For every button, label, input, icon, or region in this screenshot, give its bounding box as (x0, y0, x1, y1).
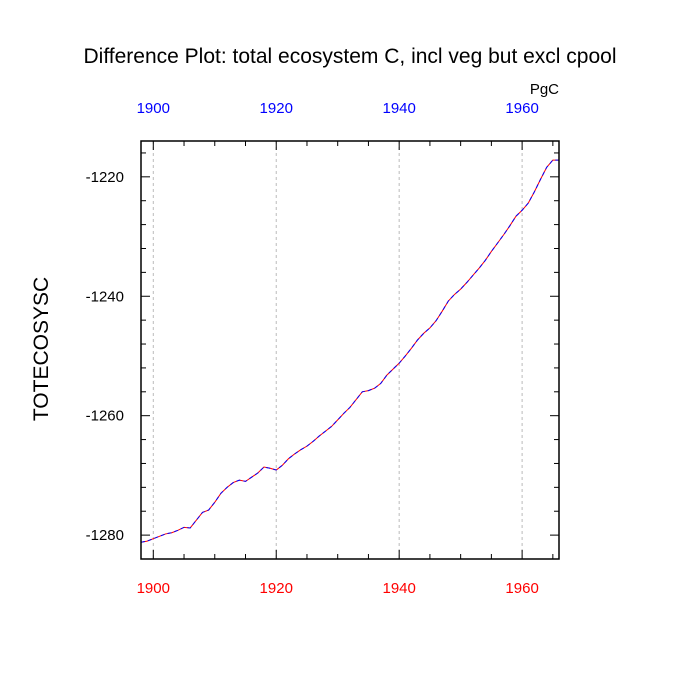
x-tick-label-top-1900: 1900 (137, 100, 170, 117)
y-axis-title: TOTECOSYSC (30, 277, 53, 421)
x-tick-label-top-1920: 1920 (260, 100, 293, 117)
x-tick-label-bottom-1940: 1940 (382, 580, 415, 597)
y-tick-label--1280: -1280 (86, 527, 124, 544)
axis-tick-labels: 1900 1900 1920 1920 1940 1940 1960 1960 -1280 -12… (86, 100, 539, 597)
series-line-red (140, 159, 559, 543)
y-tick-label--1260: -1260 (86, 408, 124, 425)
chart-title: Difference Plot: total ecosystem C, incl… (83, 45, 616, 68)
x-tick-label-bottom-1900: 1900 (137, 580, 170, 597)
x-tick-label-top-1960: 1960 (505, 100, 538, 117)
axis-ticks (141, 141, 559, 559)
series-layer (140, 159, 559, 543)
y-tick-label--1220: -1220 (86, 169, 124, 186)
x-tick-label-bottom-1920: 1920 (260, 580, 293, 597)
x-tick-label-bottom-1960: 1960 (505, 580, 538, 597)
grid-lines (152, 141, 523, 559)
y-tick-label--1240: -1240 (86, 288, 124, 305)
series-line-blue-dashed (140, 159, 559, 543)
plot-frame (140, 140, 560, 560)
x-tick-label-top-1940: 1940 (382, 100, 415, 117)
units-label: PgC (530, 81, 559, 98)
